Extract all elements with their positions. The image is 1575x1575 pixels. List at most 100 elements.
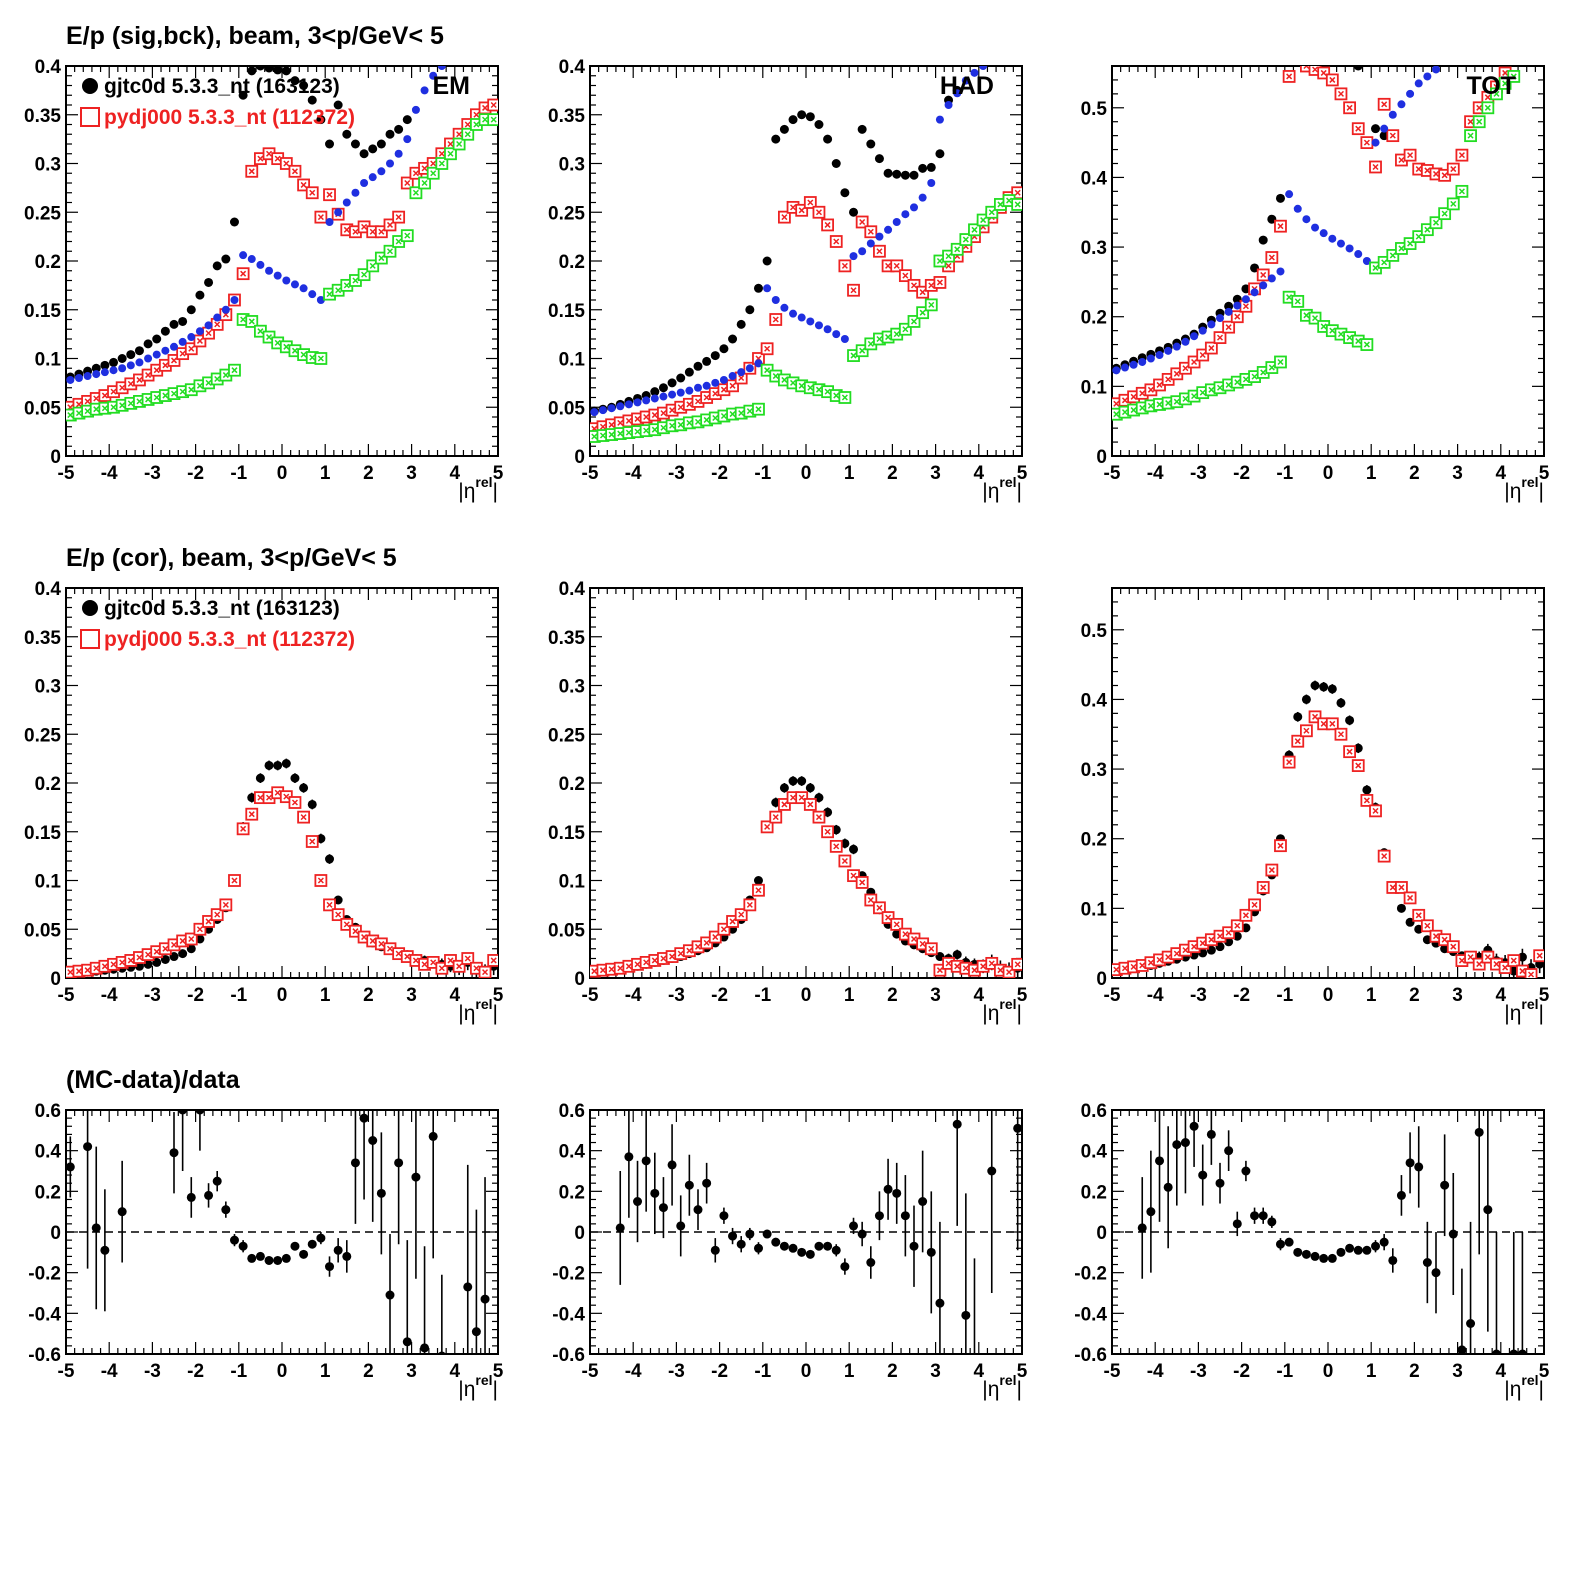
data-point — [1474, 1127, 1484, 1137]
x-tick-label: -5 — [582, 1361, 599, 1382]
y-tick-label: 0.25 — [24, 203, 61, 224]
x-tick-label: -4 — [1147, 985, 1164, 1006]
x-tick-label: 2 — [363, 1361, 374, 1382]
data-point — [376, 139, 386, 149]
data-point — [178, 316, 188, 326]
y-tick-label: -0.2 — [28, 1264, 61, 1285]
data-bck-point — [780, 303, 789, 312]
y-tick-label: 0.25 — [548, 203, 585, 224]
data-point — [394, 124, 404, 134]
data-point — [753, 1243, 763, 1253]
mc-point — [924, 942, 938, 956]
data-bck-point — [490, 18, 498, 26]
mc-point — [821, 218, 834, 232]
y-tick-label: 0.1 — [1081, 899, 1108, 920]
data-point — [1362, 1245, 1372, 1255]
data-bck-point — [1216, 314, 1224, 323]
mc-bck-point — [426, 166, 440, 180]
data-point — [1405, 1158, 1415, 1168]
x-tick-label: -1 — [230, 463, 247, 484]
data-point — [788, 1243, 798, 1253]
mc-bck-point — [1420, 223, 1434, 237]
mc-point — [1334, 727, 1348, 741]
x-axis-label: |ηrel| — [1504, 1372, 1544, 1401]
data-point — [823, 134, 833, 144]
data-bck-point — [901, 210, 910, 219]
data-point — [333, 100, 343, 110]
row-title-2: E/p (cor), beam, 3<p/GeV< 5 — [66, 544, 397, 572]
data-bck-point — [1319, 229, 1328, 238]
y-tick-label: 0.4 — [1081, 690, 1108, 711]
data-point — [463, 1282, 473, 1292]
x-tick-label: -3 — [668, 463, 685, 484]
x-tick-label: 3 — [930, 463, 941, 484]
data-point — [814, 1241, 824, 1251]
data-bck-point — [273, 271, 282, 280]
data-point — [866, 1258, 876, 1267]
x-tick-label: 1 — [844, 463, 855, 484]
data-bck-point — [1181, 337, 1190, 346]
x-tick-label: -3 — [668, 985, 685, 1006]
x-tick-label: 0 — [801, 1361, 812, 1382]
mc-bck-point — [1455, 184, 1469, 198]
data-point — [212, 1176, 222, 1186]
data-point — [264, 66, 274, 73]
x-axis-label: |ηrel| — [982, 474, 1022, 503]
data-point — [247, 1253, 257, 1263]
data-point — [169, 319, 179, 329]
mc-point — [726, 915, 739, 928]
data-point — [290, 76, 300, 86]
mc-point — [648, 408, 662, 422]
legend-label: pydj000 5.3.3_nt (112372) — [104, 106, 355, 129]
mc-point — [864, 225, 878, 239]
data-bck-point — [265, 266, 274, 275]
data-point — [823, 1241, 833, 1251]
data-point — [658, 1203, 668, 1213]
data-bck-point — [806, 317, 815, 326]
mc-bck-point — [924, 298, 938, 312]
data-bck-point — [832, 330, 841, 339]
data-bck-point — [213, 313, 222, 322]
y-tick-label: 0.2 — [1081, 830, 1107, 851]
data-bck-point — [411, 105, 420, 114]
data-bck-point — [282, 276, 291, 285]
legend-marker — [82, 78, 98, 94]
mc-point — [933, 276, 947, 289]
mc-bck-point — [1274, 355, 1287, 369]
legend-label: pydj000 5.3.3_nt (112372) — [104, 628, 355, 651]
data-bck-point — [771, 296, 780, 304]
x-tick-label: 2 — [1409, 1361, 1420, 1382]
y-tick-label: 0.2 — [35, 252, 61, 273]
data-bck-point — [1423, 72, 1432, 81]
data-bck-point — [239, 251, 248, 260]
data-layer — [1112, 680, 1544, 978]
data-bck-point — [737, 368, 746, 377]
y-tick-label: 0.4 — [1081, 168, 1108, 189]
data-point — [745, 305, 755, 315]
mc-point — [890, 259, 904, 273]
mc-point — [89, 961, 103, 975]
data-bck-point — [1129, 360, 1138, 369]
data-point — [100, 1245, 110, 1255]
x-tick-label: -2 — [711, 463, 728, 484]
mc-bck-point — [1360, 338, 1374, 351]
data-point — [333, 1245, 343, 1255]
mc-point — [219, 898, 233, 912]
mc-point — [314, 874, 328, 887]
mc-bck-point — [942, 249, 955, 263]
data-bck-point — [694, 383, 702, 392]
data-point — [229, 1235, 239, 1245]
data-bck-point — [814, 321, 823, 330]
data-point — [641, 1156, 651, 1166]
x-tick-label: 4 — [450, 463, 461, 484]
data-bck-point — [685, 386, 694, 395]
mc-bck-point — [1490, 87, 1503, 101]
data-bck-point — [702, 381, 711, 390]
data-point — [100, 360, 110, 370]
legend-entry: gjtc0d 5.3.3_nt (163123) — [82, 75, 340, 98]
data-point — [866, 139, 876, 149]
x-tick-label: 2 — [887, 1361, 898, 1382]
data-bck-point — [754, 359, 763, 368]
y-tick-label: 0 — [50, 1223, 61, 1244]
